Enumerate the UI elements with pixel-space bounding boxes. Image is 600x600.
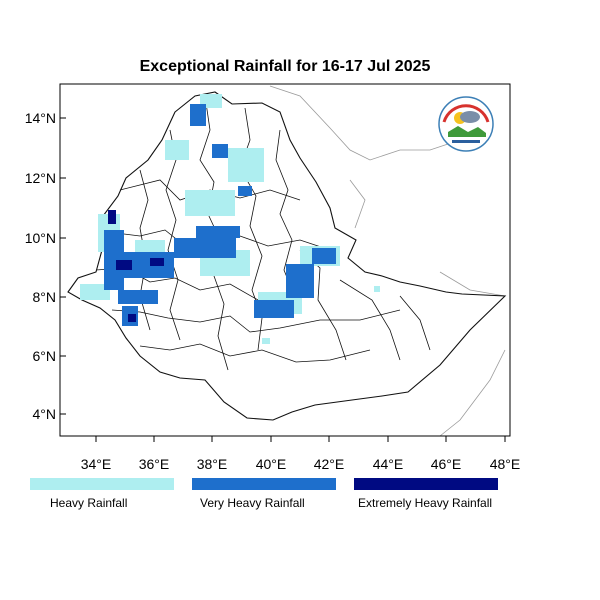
- rainfall-extremely-heavy: [108, 210, 164, 322]
- lat-ticks: [60, 117, 66, 415]
- lon-label-38: 38°E: [197, 456, 228, 472]
- lat-label-4: 4°N: [33, 406, 57, 422]
- lon-label-42: 42°E: [314, 456, 345, 472]
- legend-swatch-very-heavy: [192, 478, 336, 490]
- neighbor-borders: [269, 85, 506, 437]
- lat-label-10: 10°N: [25, 230, 56, 246]
- hills-icon: [448, 126, 486, 137]
- legend-label-very-heavy: Very Heavy Rainfall: [200, 496, 305, 510]
- lat-label-6: 6°N: [33, 348, 57, 364]
- map-frame: [59, 83, 511, 437]
- country-outline: [67, 91, 507, 421]
- lon-ticks: [95, 436, 506, 442]
- lon-label-36: 36°E: [139, 456, 170, 472]
- agency-logo: [438, 96, 494, 152]
- rainfall-very-heavy: [104, 104, 336, 326]
- lon-label-40: 40°E: [256, 456, 287, 472]
- lon-label-46: 46°E: [431, 456, 462, 472]
- legend-label-extremely-heavy: Extremely Heavy Rainfall: [358, 496, 493, 510]
- legend-swatch-heavy: [30, 478, 174, 490]
- map-title: Exceptional Rainfall for 16-17 Jul 2025: [139, 58, 431, 75]
- lon-label-48: 48°E: [490, 456, 521, 472]
- lon-label-34: 34°E: [81, 456, 112, 472]
- zone-boundaries: [95, 95, 431, 371]
- lat-label-12: 12°N: [25, 170, 56, 186]
- legend-swatch-extremely-heavy: [354, 478, 498, 490]
- lat-label-14: 14°N: [25, 110, 56, 126]
- cloud-icon: [460, 111, 480, 123]
- lat-label-8: 8°N: [33, 289, 57, 305]
- lon-label-44: 44°E: [373, 456, 404, 472]
- legend-label-heavy: Heavy Rainfall: [50, 496, 128, 510]
